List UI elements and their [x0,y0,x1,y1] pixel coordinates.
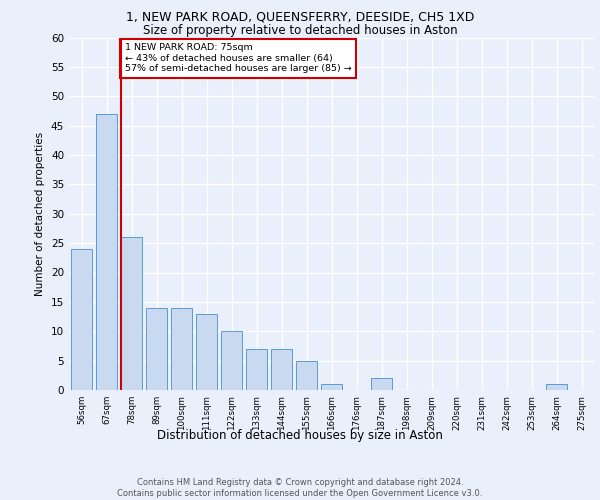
Text: Size of property relative to detached houses in Aston: Size of property relative to detached ho… [143,24,457,37]
Bar [71,249,92,390]
Bar [246,349,267,390]
Bar [196,314,217,390]
Bar [221,331,242,390]
Y-axis label: Number of detached properties: Number of detached properties [35,132,46,296]
Text: Distribution of detached houses by size in Aston: Distribution of detached houses by size … [157,430,443,442]
Bar [171,308,192,390]
Text: Contains HM Land Registry data © Crown copyright and database right 2024.
Contai: Contains HM Land Registry data © Crown c… [118,478,482,498]
Bar [546,384,567,390]
Bar [96,114,117,390]
Bar [121,238,142,390]
Text: 1, NEW PARK ROAD, QUEENSFERRY, DEESIDE, CH5 1XD: 1, NEW PARK ROAD, QUEENSFERRY, DEESIDE, … [126,11,474,24]
Bar [271,349,292,390]
Text: 1 NEW PARK ROAD: 75sqm
← 43% of detached houses are smaller (64)
57% of semi-det: 1 NEW PARK ROAD: 75sqm ← 43% of detached… [125,44,352,73]
Bar [146,308,167,390]
Bar [371,378,392,390]
Bar [296,360,317,390]
Bar [321,384,342,390]
